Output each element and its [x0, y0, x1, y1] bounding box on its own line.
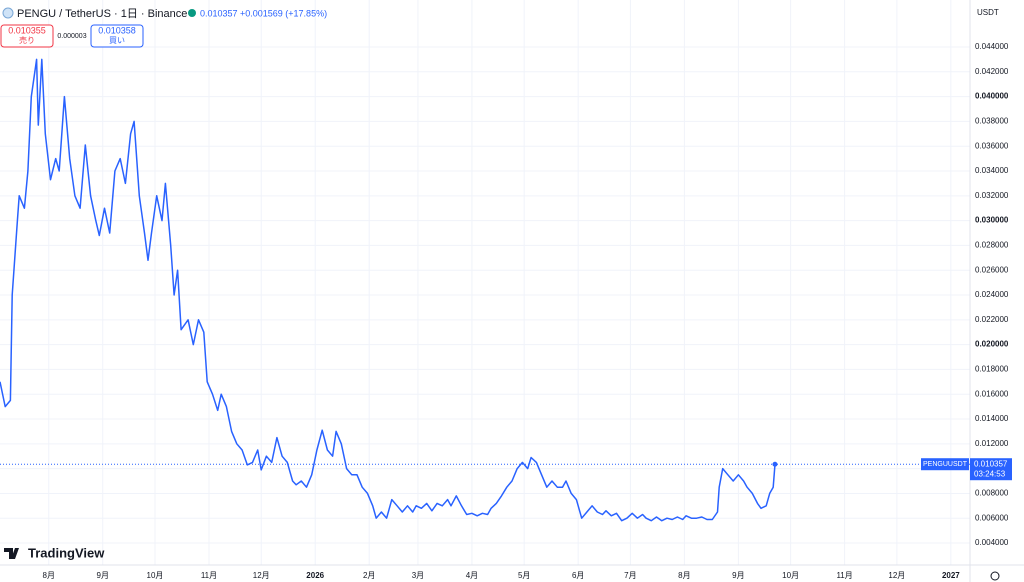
spread: 0.000003 [57, 33, 86, 40]
y-tick-label: 0.038000 [975, 117, 1009, 126]
x-tick-label: 2027 [942, 571, 960, 580]
symbol-tag [921, 458, 969, 471]
sell-price: 0.010355 [8, 25, 46, 35]
y-tick-label: 0.014000 [975, 414, 1009, 423]
y-tick-label: 0.034000 [975, 166, 1009, 175]
price-tag-label: 0.010357 [974, 459, 1008, 468]
x-tick-label: 12月 [888, 571, 905, 580]
y-tick-label: 0.026000 [975, 265, 1009, 274]
y-tick-label: 0.028000 [975, 241, 1009, 250]
y-tick-label: 0.018000 [975, 365, 1009, 374]
x-tick-label: 3月 [412, 571, 424, 580]
last-point [772, 461, 778, 467]
y-tick-label: 0.042000 [975, 67, 1009, 76]
symbol-icon [2, 7, 14, 19]
x-tick-label: 2月 [363, 571, 375, 580]
x-tick-label: 6月 [572, 571, 584, 580]
y-tick-label: 0.032000 [975, 191, 1009, 200]
y-tick-label: 0.040000 [975, 92, 1009, 101]
y-tick-label: 0.044000 [975, 42, 1009, 51]
x-tick-label: 12月 [253, 571, 270, 580]
buy-price: 0.010358 [98, 25, 136, 35]
y-tick-label: 0.016000 [975, 389, 1009, 398]
status-dot [188, 9, 196, 17]
x-tick-label: 8月 [678, 571, 690, 580]
x-tick-label: 5月 [518, 571, 530, 580]
x-tick-label: 11月 [836, 571, 852, 580]
x-tick-label: 9月 [732, 571, 744, 580]
countdown: 03:24:53 [974, 469, 1006, 478]
x-tick-label: 11月 [201, 571, 217, 580]
settings-button[interactable] [990, 571, 1000, 581]
x-tick-label: 10月 [782, 571, 799, 580]
y-tick-label: 0.022000 [975, 315, 1009, 324]
x-tick-label: 9月 [97, 571, 109, 580]
price-change: +0.001569 (+17.85%) [240, 8, 327, 18]
buy-label: 買い [109, 36, 125, 45]
symbol-title: PENGU / TetherUS · 1日 · Binance [17, 8, 187, 20]
sell-label: 売り [19, 35, 35, 45]
x-tick-label: 2026 [306, 571, 324, 580]
currency[interactable]: USDT [977, 8, 999, 17]
y-tick-label: 0.020000 [975, 340, 1009, 349]
logo-text: TradingView [28, 545, 105, 560]
price-tag [970, 458, 1012, 481]
x-tick-label: 10月 [147, 571, 164, 580]
last-price: 0.010357 [200, 8, 238, 18]
x-tick-label: 8月 [43, 571, 55, 580]
sell-button[interactable] [0, 24, 54, 48]
y-tick-label: 0.006000 [975, 513, 1009, 522]
y-tick-label: 0.036000 [975, 141, 1009, 150]
logo-mark [4, 548, 19, 559]
x-tick-label: 7月 [624, 571, 636, 580]
price-line [0, 58, 776, 522]
y-tick-label: 0.030000 [975, 216, 1009, 225]
y-tick-label: 0.004000 [975, 538, 1009, 547]
y-tick-label: 0.012000 [975, 439, 1009, 448]
x-tick-label: 4月 [466, 571, 478, 580]
buy-button[interactable] [90, 24, 144, 48]
y-tick-label: 0.024000 [975, 290, 1009, 299]
symbol-tag-label: PENGUUSDT [923, 461, 968, 468]
y-tick-label: 0.008000 [975, 489, 1009, 498]
